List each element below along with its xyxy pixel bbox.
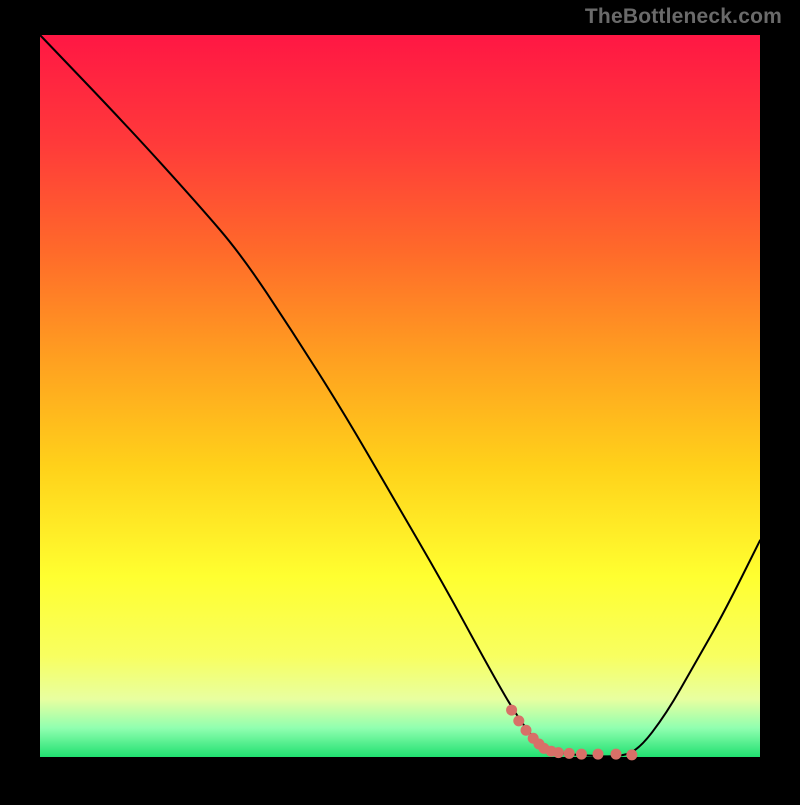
data-point bbox=[626, 749, 637, 760]
bottleneck-chart bbox=[0, 0, 800, 800]
data-point bbox=[506, 705, 517, 716]
data-point bbox=[611, 749, 622, 760]
data-point bbox=[553, 747, 564, 758]
data-point bbox=[576, 749, 587, 760]
heatmap-background bbox=[40, 35, 760, 757]
data-point bbox=[513, 715, 524, 726]
data-point bbox=[564, 748, 575, 759]
data-point bbox=[593, 749, 604, 760]
watermark-text: TheBottleneck.com bbox=[585, 5, 782, 29]
chart-frame: TheBottleneck.com bbox=[0, 0, 800, 800]
